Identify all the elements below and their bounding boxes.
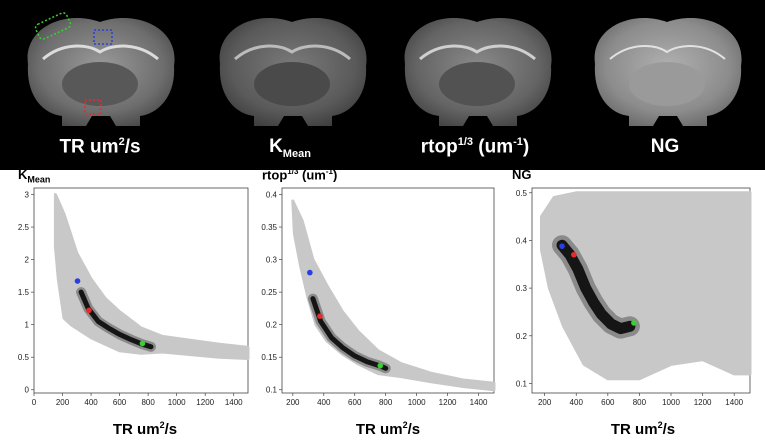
scatter-plot-rtop: 200 400 600 800 1000 1200 1400 0.1 0.15 0.2 0.25 0.… (261, 187, 496, 407)
y-tick-label: 0.1 (266, 386, 278, 395)
x-axis-label-rtop: TR um2/s (355, 420, 421, 438)
thalamus-region (254, 62, 330, 106)
corpus-callosum (234, 44, 351, 61)
y-tick-label: 0.25 (261, 288, 277, 297)
x-tick-label: 200 (538, 398, 552, 407)
x-tick-label: 1200 (196, 398, 214, 407)
density-ridge-core (556, 239, 636, 335)
roi-point-red (86, 307, 92, 314)
x-tick-label: 800 (633, 398, 647, 407)
y-tick-label: 0.1 (516, 379, 528, 388)
brain-image-ng (594, 18, 742, 126)
brain-image-rtop (404, 18, 552, 126)
x-tick-label: 400 (317, 398, 331, 407)
roi-red-box (84, 99, 102, 115)
y-tick-label: 0.35 (261, 223, 277, 232)
corpus-callosum (609, 45, 726, 60)
point-cloud (540, 191, 752, 381)
y-tick-label: 0.3 (516, 284, 528, 293)
x-tick-label: 0 (32, 398, 37, 407)
roi-blue-box (93, 29, 113, 45)
point-cloud (53, 193, 250, 360)
y-tick-label: 2.5 (18, 223, 30, 232)
y-tick-label: 2 (25, 256, 30, 265)
x-tick-label: 1200 (694, 398, 712, 407)
brain-label-ng: NG (650, 136, 680, 157)
x-tick-label: 600 (601, 398, 615, 407)
x-tick-label: 1400 (470, 398, 488, 407)
corpus-callosum (42, 44, 159, 61)
x-tick-label: 800 (141, 398, 155, 407)
y-tick-label: 0.5 (18, 353, 30, 362)
roi-point-red (317, 313, 323, 320)
brain-image-tr (27, 12, 175, 126)
y-tick-label: 0.2 (266, 321, 278, 330)
roi-point-green (377, 362, 384, 369)
x-tick-label: 1000 (662, 398, 680, 407)
y-tick-label: 0.2 (516, 332, 528, 341)
plot-title-ng: NG (512, 167, 532, 182)
x-tick-label: 1000 (168, 398, 186, 407)
roi-green-box (34, 12, 72, 40)
y-tick-label: 0 (25, 386, 30, 395)
scatter-plot-ng: 200 400 600 800 1000 1200 1400 0.1 0.2 0.3 0.4 0.5 (516, 187, 752, 407)
x-tick-label: 1000 (408, 398, 426, 407)
y-tick-label: 0.15 (261, 353, 277, 362)
plot-title-rtop: rtop1/3 (um-1) (262, 167, 338, 183)
density-ridge-core (310, 296, 389, 371)
roi-point-blue (74, 278, 81, 284)
roi-point-green (631, 320, 637, 326)
x-tick-label: 200 (56, 398, 70, 407)
brain-label-rtop: rtop1/3 (um-1) (420, 136, 530, 158)
brain-label-tr: TR um2/s (59, 136, 141, 158)
x-tick-label: 600 (348, 398, 362, 407)
thalamus-region (62, 62, 138, 106)
y-tick-label: 3 (25, 191, 30, 200)
roi-point-green (139, 340, 146, 347)
y-tick-label: 1.5 (18, 288, 30, 297)
brain-image-kmean (219, 18, 367, 126)
roi-point-red (571, 251, 577, 258)
x-tick-label: 200 (286, 398, 300, 407)
brain-label-kmean: KMean (269, 136, 311, 160)
y-tick-label: 1 (25, 321, 30, 330)
x-tick-label: 400 (570, 398, 584, 407)
thalamus-region (629, 62, 705, 106)
y-tick-label: 0.4 (516, 236, 528, 245)
brain-image-strip: TR um2/s KMean rtop1/3 (um-1) NG (0, 0, 765, 170)
thalamus-region (439, 62, 515, 106)
scatter-plot-kmean: 0 200 400 600 800 1000 1200 1400 0 0.5 1 1.5 2 2.5 3 (18, 187, 250, 407)
y-tick-label: 0.5 (516, 189, 528, 198)
x-tick-label: 600 (113, 398, 127, 407)
x-axis-label-ng: TR um2/s (610, 420, 676, 438)
corpus-callosum (419, 44, 536, 61)
y-tick-label: 0.4 (266, 191, 278, 200)
x-tick-label: 1400 (225, 398, 243, 407)
x-tick-label: 1200 (439, 398, 457, 407)
x-tick-label: 800 (379, 398, 393, 407)
plot-title-kmean: KMean (18, 167, 51, 185)
roi-point-blue (559, 243, 565, 249)
x-tick-label: 400 (84, 398, 98, 407)
y-tick-label: 0.3 (266, 256, 278, 265)
x-tick-label: 1400 (725, 398, 743, 407)
roi-point-blue (307, 269, 313, 276)
x-axis-label-kmean: TR um2/s (112, 420, 178, 438)
